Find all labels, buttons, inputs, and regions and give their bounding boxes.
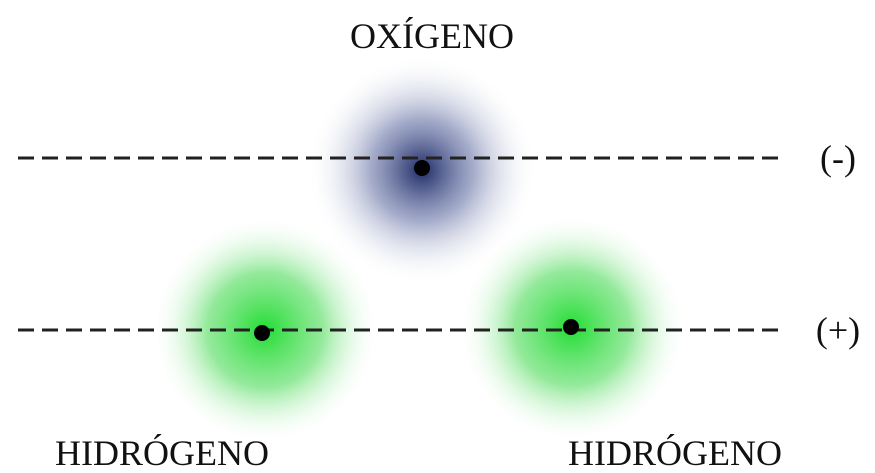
charge-label: (+) <box>816 310 860 350</box>
hydrogen-nucleus <box>254 325 270 341</box>
hydrogen-label: HIDRÓGENO <box>568 433 782 473</box>
hydrogen-label: HIDRÓGENO <box>55 433 269 473</box>
oxygen-nucleus <box>414 160 430 176</box>
diagram: OXÍGENO HIDRÓGENO HIDRÓGENO (-) (+) <box>0 0 875 473</box>
oxygen-label: OXÍGENO <box>350 16 514 56</box>
hydrogen-nucleus <box>563 319 579 335</box>
charge-label: (-) <box>820 138 856 178</box>
page: OXÍGENO HIDRÓGENO HIDRÓGENO (-) (+) (() … <box>0 0 875 473</box>
